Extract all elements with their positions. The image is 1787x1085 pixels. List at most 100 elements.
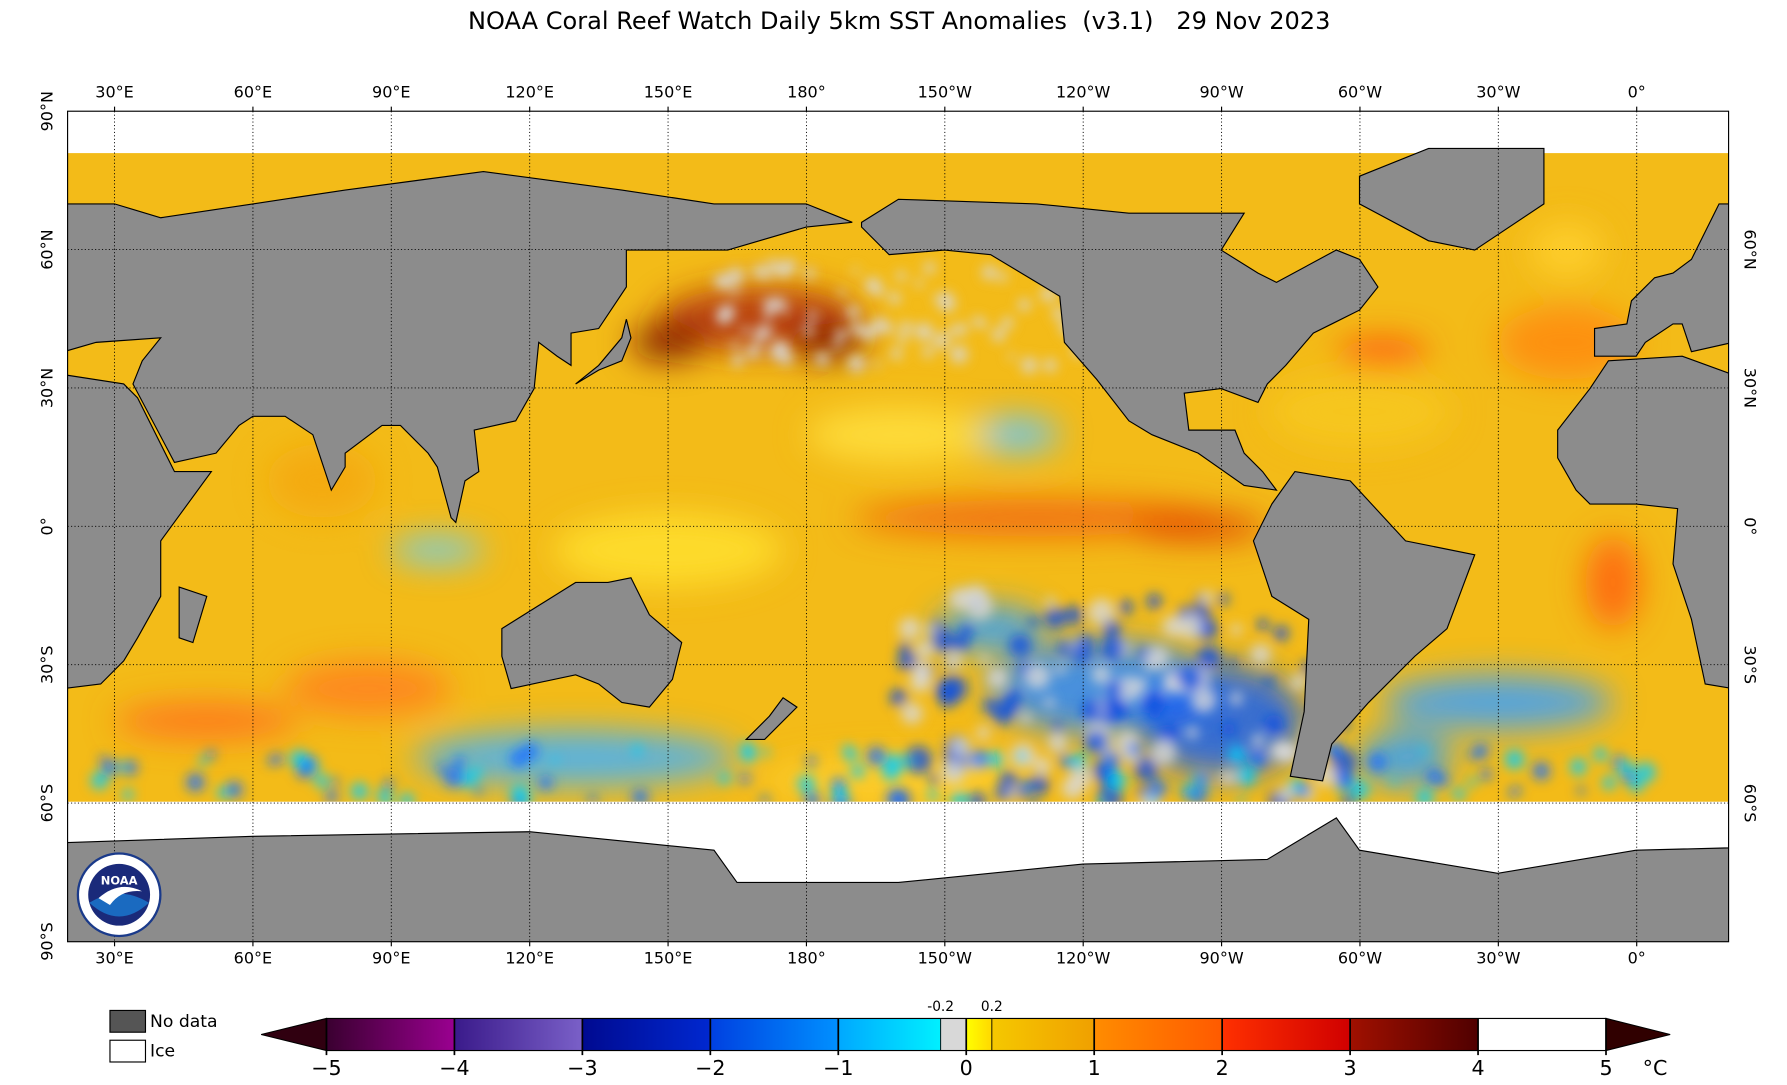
- anomaly-speck: [1118, 599, 1134, 615]
- anomaly-speck: [814, 351, 830, 367]
- anomaly-speck: [225, 781, 243, 799]
- lon-label-bottom: 30°E: [95, 948, 134, 967]
- anomaly-speck: [1008, 634, 1032, 657]
- anomaly-speck: [1150, 739, 1177, 766]
- anomaly-speck: [1288, 778, 1303, 793]
- map-area: [67, 111, 1729, 942]
- anomaly-speck: [1133, 756, 1159, 782]
- anomaly-speck: [1200, 590, 1214, 604]
- lat-label-left: 30°N: [38, 368, 57, 408]
- anomaly-speck: [122, 760, 138, 776]
- anomaly-speck: [954, 322, 968, 336]
- anomaly-speck: [1367, 752, 1388, 773]
- ice-label: Ice: [150, 1042, 175, 1062]
- lat-label-right: 0°: [1741, 517, 1760, 535]
- anomaly-speck: [889, 688, 908, 707]
- anomaly-speck: [1217, 593, 1229, 606]
- anomaly-speck: [732, 353, 744, 366]
- anomaly-speck: [1100, 750, 1121, 772]
- anomaly-speck: [1349, 779, 1370, 800]
- anomaly-patch: [285, 660, 452, 717]
- anomaly-speck: [718, 276, 732, 290]
- anomaly-speck: [1024, 663, 1051, 690]
- anomaly-patch: [1382, 674, 1614, 731]
- land: [178, 586, 208, 644]
- ice-swatch: [109, 1039, 147, 1063]
- anomaly-speck: [1468, 751, 1477, 760]
- lon-label-top: 180°: [787, 82, 826, 101]
- anomaly-speck: [1622, 771, 1635, 784]
- anomaly-speck: [330, 777, 340, 786]
- anomaly-speck: [1532, 761, 1551, 781]
- anomaly-speck: [1027, 616, 1040, 628]
- anomaly-speck: [945, 652, 963, 670]
- anomaly-speck: [934, 678, 958, 703]
- svg-text:NOAA: NOAA: [101, 873, 138, 887]
- anomaly-speck: [1127, 742, 1141, 756]
- no-data-label: No data: [150, 1012, 218, 1032]
- lat-label-right: 60°N: [1741, 229, 1760, 269]
- colorbar-tick-label: −4: [439, 1056, 469, 1080]
- anomaly-patch: [391, 536, 484, 564]
- anomaly-speck: [938, 294, 956, 313]
- land: [1358, 147, 1545, 251]
- anomaly-speck: [1251, 733, 1265, 747]
- lon-label-bottom: 0°: [1628, 948, 1646, 967]
- colorbar-tick-label: 4: [1471, 1056, 1484, 1080]
- anomaly-speck: [1191, 774, 1200, 783]
- anomaly-speck: [90, 771, 109, 790]
- colorbar-segment: [966, 1018, 992, 1051]
- anomaly-speck: [1106, 679, 1123, 696]
- anomaly-speck: [768, 347, 781, 360]
- anomaly-speck: [289, 749, 308, 768]
- anomaly-patch: [114, 702, 299, 740]
- anomaly-speck: [1052, 721, 1063, 733]
- anomaly-speck: [1335, 785, 1343, 794]
- anomaly-patch: [1128, 513, 1268, 541]
- anomaly-speck: [1602, 776, 1616, 790]
- anomaly-speck: [803, 267, 816, 280]
- anomaly-speck: [1146, 593, 1162, 609]
- anomaly-speck: [1033, 757, 1052, 775]
- anomaly-patch: [414, 730, 737, 786]
- land: [575, 319, 632, 385]
- anomaly-speck: [904, 756, 914, 766]
- anomaly-speck: [802, 324, 815, 337]
- anomaly-speck: [847, 354, 866, 373]
- anomaly-speck: [763, 310, 774, 321]
- lon-label-top: 90°E: [372, 82, 411, 101]
- anomaly-speck: [832, 341, 841, 351]
- anomaly-speck: [383, 779, 394, 790]
- lon-label-top: 60°E: [234, 82, 273, 101]
- anomaly-speck: [904, 746, 932, 774]
- anomaly-speck: [198, 756, 208, 766]
- anomaly-speck: [899, 321, 913, 335]
- lat-label-left: 0°: [38, 517, 57, 535]
- anomaly-speck: [1576, 786, 1586, 795]
- anomaly-speck: [122, 789, 134, 801]
- anomaly-speck: [897, 333, 908, 344]
- anomaly-speck: [1107, 770, 1127, 791]
- anomaly-speck: [1047, 732, 1068, 753]
- anomaly-speck: [851, 764, 865, 779]
- anomaly-speck: [771, 296, 787, 311]
- anomaly-speck: [453, 756, 466, 769]
- anomaly-speck: [471, 766, 483, 778]
- colorbar-segment: [991, 1018, 1095, 1051]
- anomaly-speck: [1019, 712, 1032, 724]
- anomaly-speck: [185, 772, 205, 792]
- land: [501, 577, 683, 708]
- colorbar-inner-label: -0.2: [927, 999, 954, 1015]
- colorbar-segment: [1222, 1018, 1351, 1051]
- anomaly-speck: [1045, 596, 1056, 608]
- anomaly-speck: [719, 303, 736, 321]
- lon-label-bottom: 30°W: [1476, 948, 1520, 967]
- anomaly-speck: [1059, 752, 1067, 761]
- anomaly-speck: [1593, 747, 1608, 762]
- anomaly-speck: [884, 753, 904, 773]
- anomaly-patch: [552, 513, 784, 588]
- anomaly-patch: [1336, 337, 1429, 366]
- anomaly-speck: [1185, 725, 1199, 739]
- anomaly-speck: [900, 702, 923, 725]
- anomaly-speck: [1117, 675, 1143, 702]
